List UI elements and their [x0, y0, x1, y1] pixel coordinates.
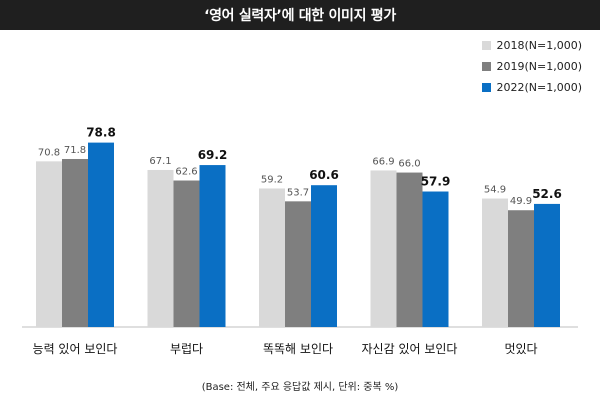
data-label-4-series-3: 57.9: [421, 175, 451, 189]
footnote: (Base: 전체, 주요 응답값 제시, 단위: 중복 %): [201, 382, 399, 393]
chart-title: ‘영어 실력자’에 대한 이미지 평가: [0, 0, 600, 30]
data-label-5-series-2: 49.9: [510, 196, 532, 207]
bar-5-series-3: [534, 203, 560, 327]
bar-2-series-3: [199, 165, 226, 327]
data-label-1-series-3: 78.8: [86, 126, 116, 140]
data-label-4-series-1: 66.9: [372, 156, 394, 167]
bar-2-series-1: [147, 169, 174, 327]
legend-item-2022: 2022(N=1,000): [482, 78, 582, 96]
bar-1-series-3: [88, 142, 114, 327]
data-label-1-series-1: 70.8: [38, 147, 60, 158]
data-label-2-series-2: 62.6: [175, 167, 197, 178]
data-label-2-series-1: 67.1: [149, 156, 171, 167]
legend-label-2022: 2022(N=1,000): [496, 80, 582, 94]
bar-1-series-2: [62, 158, 88, 327]
bar-1-series-1: [36, 161, 62, 327]
category-label-4: 자신감 있어 보인다: [362, 342, 458, 356]
category-label-5: 멋있다: [504, 342, 537, 356]
legend: 2018(N=1,000) 2019(N=1,000) 2022(N=1,000…: [482, 36, 582, 99]
category-label-3: 똑똑해 보인다: [263, 342, 333, 356]
data-label-1-series-2: 71.8: [64, 145, 86, 156]
bar-4-series-2: [396, 172, 423, 327]
category-label-2: 부럽다: [170, 342, 203, 356]
bar-4-series-3: [422, 191, 449, 327]
legend-item-2019: 2019(N=1,000): [482, 57, 582, 75]
data-label-5-series-3: 52.6: [532, 187, 562, 201]
bar-2-series-2: [173, 180, 200, 327]
data-label-5-series-1: 54.9: [484, 185, 506, 196]
data-label-3-series-1: 59.2: [261, 174, 283, 185]
data-label-3-series-3: 60.6: [309, 168, 339, 182]
legend-label-2018: 2018(N=1,000): [496, 38, 582, 52]
legend-swatch-2022: [482, 82, 492, 92]
bar-3-series-2: [285, 201, 311, 327]
bar-4-series-1: [370, 170, 397, 327]
bar-5-series-2: [508, 210, 534, 327]
bar-5-series-1: [482, 198, 508, 327]
bar-chart: 70.8 71.878.8 능력 있어 보인다 67.1 62.669.2 부럽다 59.2…: [22, 126, 578, 356]
data-label-4-series-2: 66.0: [398, 159, 420, 170]
bar-3-series-3: [311, 185, 337, 327]
legend-swatch-2018: [482, 40, 492, 50]
legend-label-2019: 2019(N=1,000): [496, 59, 582, 73]
bar-3-series-1: [259, 188, 285, 327]
category-label-1: 능력 있어 보인다: [33, 342, 118, 356]
legend-swatch-2019: [482, 61, 492, 71]
legend-item-2018: 2018(N=1,000): [482, 36, 582, 54]
data-label-3-series-2: 53.7: [287, 187, 309, 198]
data-label-2-series-3: 69.2: [198, 148, 228, 162]
